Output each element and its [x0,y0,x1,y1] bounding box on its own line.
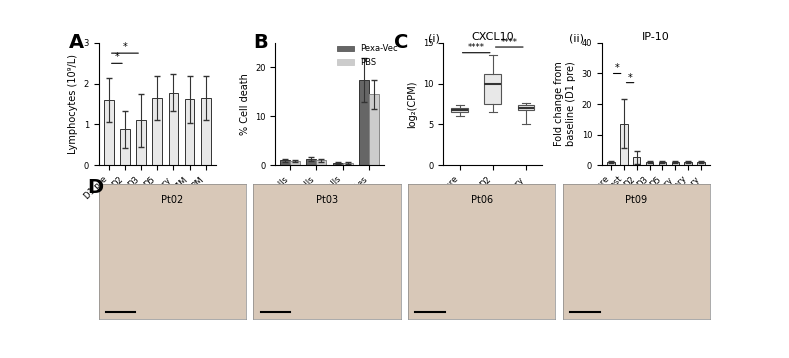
Legend: Pexa-Vec, PBS: Pexa-Vec, PBS [334,41,402,70]
Y-axis label: % Cell death: % Cell death [240,73,249,135]
Text: *: * [114,52,119,62]
Bar [280,160,290,165]
Bar [619,124,627,165]
Text: Pt02: Pt02 [161,195,183,205]
Bar [290,161,300,165]
Bar [169,93,178,165]
Bar [342,163,353,165]
Text: D: D [87,178,103,197]
Text: *: * [122,42,127,52]
Bar [645,162,653,165]
Text: ****: **** [501,38,518,47]
Y-axis label: Lymphocytes (10⁹/L): Lymphocytes (10⁹/L) [68,54,78,154]
Bar [359,79,368,165]
Bar [201,98,211,165]
Bar [633,158,641,165]
PathPatch shape [451,108,468,112]
Y-axis label: log₂(CPM): log₂(CPM) [407,80,417,128]
PathPatch shape [484,74,501,104]
Text: Pt09: Pt09 [626,195,648,205]
Text: *: * [615,63,619,73]
PathPatch shape [518,105,534,110]
Text: A: A [69,33,84,52]
Bar [185,99,194,165]
Text: C: C [394,33,408,52]
Title: CXCL10: CXCL10 [472,32,514,42]
Title: IP-10: IP-10 [642,32,670,42]
Text: *: * [628,73,633,83]
Bar [607,162,615,165]
Bar [659,162,667,165]
Bar [671,162,679,165]
Bar [368,94,379,165]
Text: B: B [254,33,268,52]
Text: Pt06: Pt06 [471,195,493,205]
Text: ****: **** [468,43,484,53]
Text: Pt03: Pt03 [316,195,338,205]
Text: (ii): (ii) [570,33,585,43]
Bar [120,129,130,165]
Bar [136,120,146,165]
Bar [306,159,316,165]
Bar [685,162,692,165]
Text: (i): (i) [428,33,440,43]
Y-axis label: Fold change from
baseline (D1 pre): Fold change from baseline (D1 pre) [555,62,576,146]
Bar [333,163,342,165]
Bar [316,160,327,165]
Bar [152,98,162,165]
Bar [697,162,705,165]
Bar [104,100,114,165]
